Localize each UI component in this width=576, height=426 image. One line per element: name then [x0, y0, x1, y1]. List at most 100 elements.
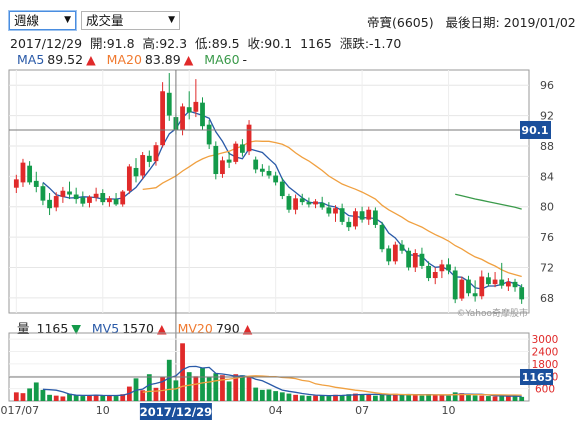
volume-bar	[273, 391, 279, 401]
volume-bar	[499, 395, 505, 401]
stock-name: 帝寶(6605)	[367, 15, 434, 30]
x-tick-label: 2017/07	[0, 404, 39, 417]
volume-bar	[479, 395, 485, 401]
last-date-label: 最後日期:	[445, 15, 500, 30]
candle-body	[60, 190, 66, 197]
volume-bar	[412, 395, 418, 401]
volume-bar	[426, 393, 431, 401]
candle-body	[40, 186, 46, 201]
ma60-label: MA60	[204, 52, 240, 67]
volume-bar	[452, 392, 458, 401]
price-tick-label: 96	[540, 79, 554, 92]
candle-body	[113, 199, 119, 205]
mv20-line	[142, 375, 522, 396]
candle-body	[246, 124, 252, 152]
volume-bar	[53, 395, 59, 401]
candle-body	[505, 281, 511, 287]
candle-body	[519, 287, 525, 300]
open-value: 91.8	[106, 36, 135, 51]
candle-body	[193, 101, 199, 112]
price-tick-label: 76	[540, 231, 554, 244]
high-label: 高:	[142, 36, 160, 51]
candle-body	[412, 253, 418, 268]
candle-body	[33, 180, 39, 187]
volume-bar	[326, 396, 332, 401]
chevron-down-icon: ▼	[168, 15, 175, 25]
candle-body	[253, 159, 259, 170]
close-label: 收:	[247, 36, 265, 51]
volume-bar	[173, 380, 179, 401]
indicator-select[interactable]: 成交量 ▼	[81, 11, 180, 30]
volume-bar	[73, 395, 79, 401]
candle-body	[226, 159, 232, 163]
candle-body	[180, 106, 185, 130]
candle-body	[140, 155, 146, 176]
volume-bar	[166, 359, 172, 401]
volume-bar	[432, 395, 438, 401]
candle-body	[472, 293, 478, 297]
volume-bar	[299, 395, 305, 401]
close-value: 90.1	[264, 36, 293, 51]
chevron-down-icon: ▼	[64, 15, 71, 25]
candle-body	[279, 181, 285, 197]
candle-body	[160, 91, 166, 146]
mv20-value: 790	[215, 321, 240, 336]
volume-panel: 300024001800120060011652017/071004071020…	[0, 332, 559, 420]
price-tick-label: 72	[540, 261, 554, 274]
candle-body	[20, 162, 26, 183]
volume-bar	[87, 395, 92, 401]
candle-body	[346, 221, 352, 228]
price-tick-label: 68	[540, 292, 554, 305]
volume-tick-label: 600	[535, 384, 555, 396]
price-tick-label: 88	[540, 140, 554, 153]
candle-body	[87, 196, 92, 203]
volume-bar	[512, 396, 518, 401]
crosshair-date-box	[139, 403, 212, 420]
volume-bar	[392, 393, 398, 401]
mv20-label: MV20	[177, 321, 213, 336]
volume-bar	[333, 394, 338, 401]
candle-body	[120, 191, 126, 205]
volume-bar	[100, 395, 106, 401]
x-tick-label: 10	[96, 404, 110, 417]
volume-bar	[293, 394, 298, 401]
mv5-up-arrow-icon: ▲	[157, 321, 167, 336]
candle-body	[492, 279, 498, 285]
price-tick-label: 92	[540, 110, 554, 123]
ma-legend: MA5 89.52 ▲ MA20 83.89 ▲ MA60-	[17, 52, 250, 67]
crosshair-date-label: 2017/12/29	[140, 405, 212, 419]
volume-bar	[319, 395, 325, 401]
candle-body	[353, 211, 358, 227]
volume-bar	[93, 394, 99, 401]
candle-body	[80, 197, 86, 204]
volume-tick-label: 2400	[532, 347, 559, 359]
candle-body	[399, 244, 405, 251]
candle-body	[432, 271, 438, 279]
candle-body	[313, 201, 318, 205]
candle-body	[53, 196, 59, 208]
volume-bar	[459, 393, 465, 401]
volume-bar	[439, 394, 445, 401]
candle-body	[126, 166, 132, 191]
volume-legend-label: 量	[17, 321, 30, 336]
volume-bar	[140, 390, 146, 401]
candle-body	[273, 175, 279, 183]
candle-body	[333, 208, 338, 214]
candle-body	[107, 198, 112, 203]
ma20-value: 83.89	[144, 52, 181, 67]
mv5-line	[42, 365, 522, 397]
volume-bar	[406, 394, 412, 401]
volume-bar	[486, 396, 491, 401]
candle-body	[299, 198, 305, 203]
period-select[interactable]: 週線 ▼	[8, 10, 77, 31]
candle-body	[13, 179, 19, 188]
volume-bar	[233, 374, 239, 401]
volume-bar	[33, 382, 39, 401]
volume-bar	[226, 381, 232, 401]
candle-body	[206, 124, 212, 145]
volume-bar	[366, 393, 372, 401]
volume-bar	[472, 395, 478, 401]
ma5-up-arrow-icon: ▲	[86, 52, 96, 67]
candle-body	[240, 144, 245, 153]
